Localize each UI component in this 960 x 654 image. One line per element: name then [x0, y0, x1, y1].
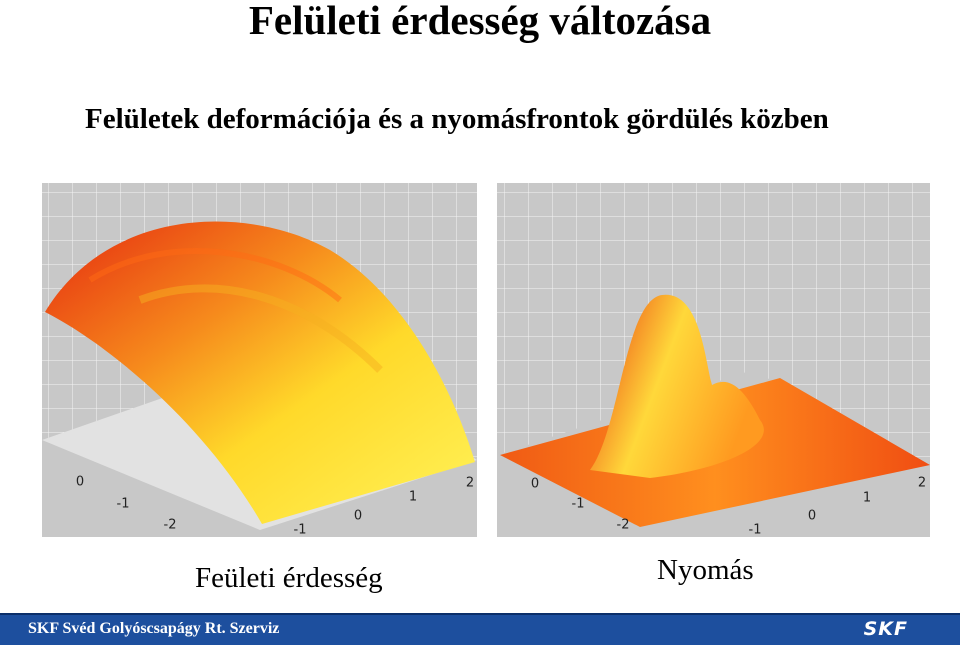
subtitle: Felületek deformációja és a nyomásfronto…	[85, 103, 829, 135]
axis-label: -2	[164, 518, 177, 533]
axis-label: 2	[466, 476, 474, 491]
axis-label: 0	[808, 509, 816, 524]
title: Felületi érdesség változása	[248, 0, 712, 43]
footer-text: SKF Svéd Golyóscsapágy Rt. Szerviz	[28, 620, 280, 637]
axis-label: 1	[409, 490, 417, 505]
axis-label: 2	[918, 476, 926, 491]
logo: SKF	[863, 618, 908, 640]
axis-label: 0	[531, 477, 539, 492]
axis-label: -1	[294, 523, 307, 538]
left-plot	[42, 183, 477, 537]
axis-label: 0	[354, 509, 362, 524]
axis-label: -2	[617, 518, 630, 533]
axis-label: -1	[117, 497, 130, 512]
footer: SKF Svéd Golyóscsapágy Rt. Szerviz SKF	[0, 613, 960, 645]
axis-label: -1	[572, 497, 585, 512]
caption: Nyomás	[657, 554, 754, 586]
axis-label: -1	[749, 523, 762, 538]
axis-label: 1	[863, 491, 871, 506]
axis-label: 0	[76, 475, 84, 490]
right-plot	[497, 183, 930, 537]
caption: Feületi érdesség	[195, 562, 383, 594]
